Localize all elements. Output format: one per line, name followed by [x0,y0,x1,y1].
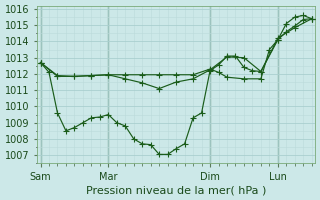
X-axis label: Pression niveau de la mer( hPa ): Pression niveau de la mer( hPa ) [86,185,266,195]
